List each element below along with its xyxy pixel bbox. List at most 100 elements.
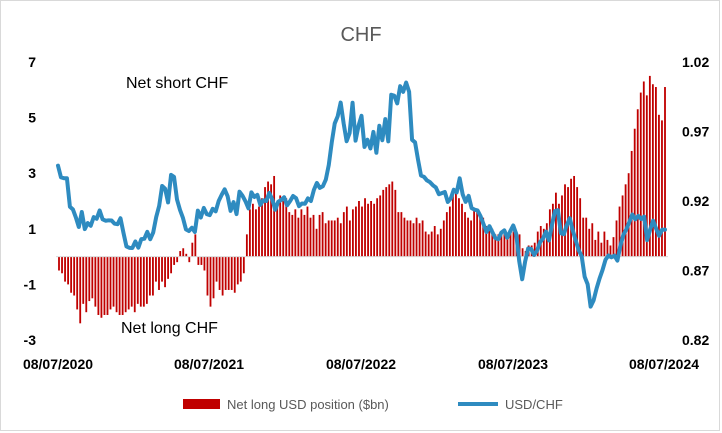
- bar: [333, 220, 336, 257]
- bar: [430, 231, 433, 257]
- bar: [209, 256, 212, 307]
- bar: [448, 206, 451, 257]
- bar: [542, 228, 545, 257]
- bar: [494, 234, 497, 257]
- bar: [288, 212, 291, 257]
- bar: [142, 256, 145, 307]
- bar: [655, 87, 657, 257]
- bar: [482, 217, 485, 257]
- left-tick-label: -1: [24, 276, 37, 292]
- bar: [170, 256, 173, 274]
- bar: [621, 195, 624, 257]
- bar: [255, 209, 257, 257]
- bar: [397, 212, 400, 257]
- bar: [185, 253, 188, 257]
- bar: [239, 256, 242, 282]
- bar: [152, 256, 154, 296]
- bar: [424, 231, 427, 257]
- bar: [200, 256, 203, 265]
- bar: [139, 256, 142, 307]
- bar: [315, 228, 318, 257]
- bar: [521, 248, 524, 257]
- bar: [148, 256, 151, 296]
- bar: [470, 220, 472, 257]
- bar: [585, 217, 588, 257]
- bar: [273, 175, 276, 257]
- bar: [597, 231, 600, 257]
- right-tick-label: 0.87: [682, 263, 709, 279]
- bar: [455, 192, 457, 257]
- bar: [506, 237, 509, 257]
- bar: [145, 256, 148, 304]
- bar: [373, 203, 376, 257]
- bar: [179, 251, 182, 257]
- bar: [642, 81, 645, 257]
- bar: [197, 256, 200, 265]
- bar-series: [58, 75, 666, 324]
- bar: [367, 203, 369, 257]
- bar: [258, 206, 260, 257]
- bar: [327, 220, 330, 257]
- bar: [270, 184, 273, 257]
- left-axis: 7 5 3 1 -1 -3: [24, 54, 37, 348]
- bar: [118, 256, 121, 315]
- bar: [461, 203, 463, 257]
- bar: [294, 209, 297, 257]
- bar: [79, 256, 82, 324]
- bar: [227, 256, 230, 290]
- left-tick-label: 5: [28, 110, 36, 126]
- x-axis: 08/07/2020 08/07/2021 08/07/2022 08/07/2023…: [23, 356, 699, 372]
- bar: [245, 234, 248, 257]
- right-tick-label: 0.82: [682, 332, 709, 348]
- bar: [167, 256, 169, 279]
- left-tick-label: -3: [24, 332, 37, 348]
- bar: [221, 256, 224, 296]
- bar: [661, 120, 663, 257]
- bar: [355, 206, 357, 257]
- bar: [627, 173, 630, 257]
- bar: [370, 201, 372, 257]
- bar: [203, 256, 206, 271]
- bar: [97, 256, 100, 315]
- bar: [412, 223, 415, 257]
- bar: [458, 198, 460, 257]
- bar: [467, 217, 469, 257]
- bar: [421, 220, 424, 257]
- bar: [330, 220, 333, 257]
- bar: [103, 256, 106, 315]
- bar: [100, 256, 103, 318]
- bar: [73, 256, 76, 296]
- annotation-net-long: Net long CHF: [121, 320, 218, 337]
- bar: [127, 256, 130, 310]
- bar: [388, 184, 391, 257]
- legend-swatch-bars: [183, 399, 220, 409]
- bar: [321, 212, 324, 257]
- bar: [194, 234, 197, 257]
- right-tick-label: 1.02: [682, 54, 709, 70]
- bar: [176, 256, 179, 263]
- bar: [464, 212, 466, 257]
- bar: [230, 256, 233, 290]
- bar: [579, 198, 582, 257]
- bar: [291, 214, 294, 257]
- bar: [61, 256, 63, 274]
- bar: [439, 228, 442, 257]
- bar: [285, 198, 288, 257]
- bar: [348, 220, 351, 257]
- bar: [276, 206, 279, 257]
- bar: [639, 92, 642, 257]
- bar: [361, 206, 363, 257]
- bar: [612, 237, 615, 257]
- legend: Net long USD position ($bn) USD/CHF: [183, 397, 563, 412]
- bar: [182, 248, 185, 257]
- bar: [136, 256, 139, 304]
- bar: [345, 206, 348, 257]
- x-tick-label: 08/07/2024: [629, 356, 699, 372]
- bar: [324, 223, 327, 257]
- bar: [282, 201, 285, 257]
- bar: [106, 256, 109, 315]
- bar: [173, 256, 176, 265]
- bar: [342, 212, 345, 257]
- bar: [261, 198, 263, 257]
